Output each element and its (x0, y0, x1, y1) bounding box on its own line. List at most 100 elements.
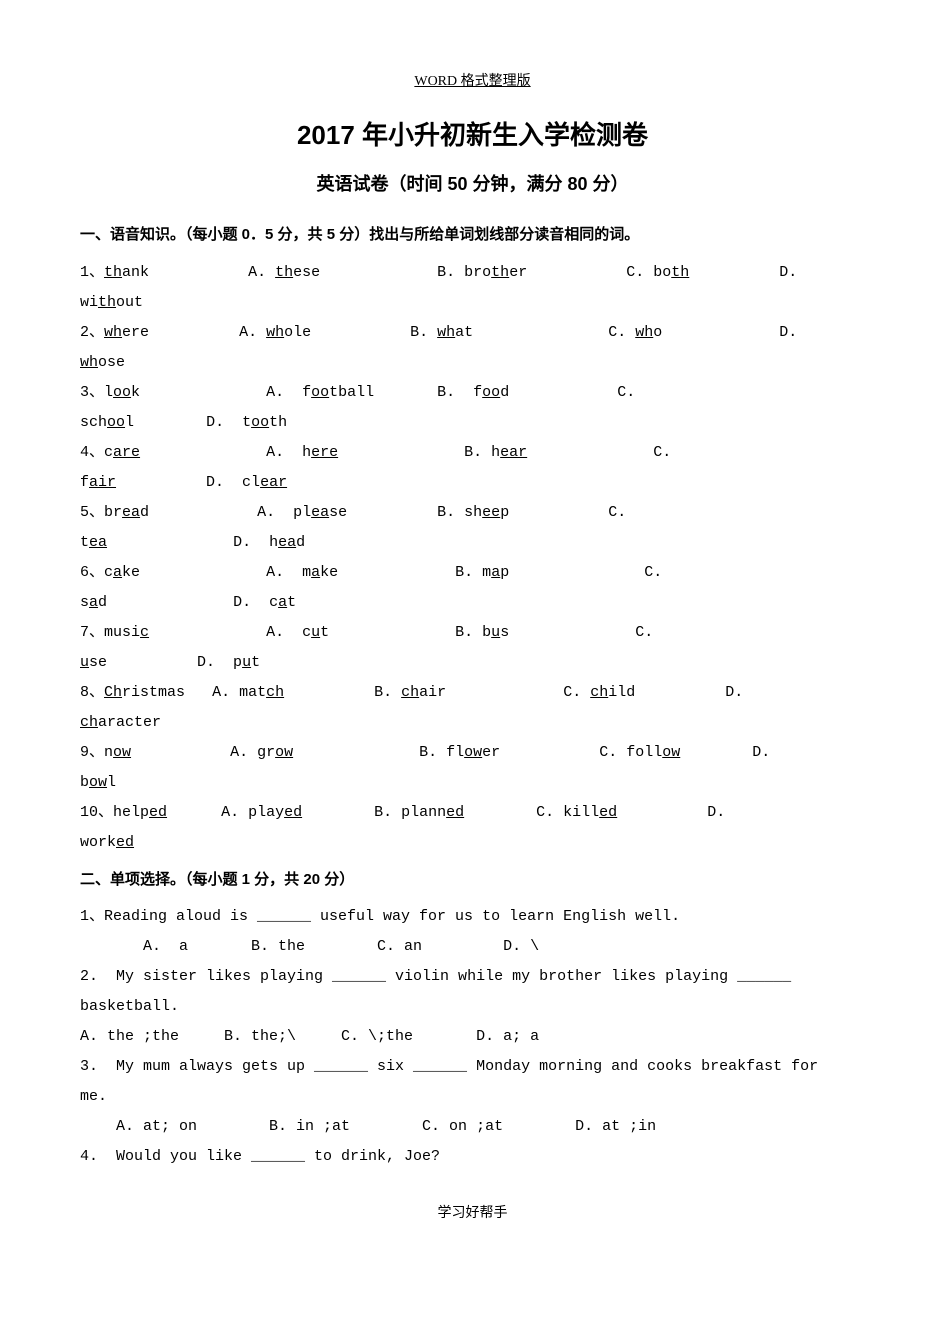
q7-word-u: c (140, 624, 149, 641)
q3c1-u: oo (107, 414, 125, 431)
q1c-u: th (98, 294, 116, 311)
q3c1-a: sch (80, 414, 107, 431)
s1-q6-row: 6、cake A. make B. map C. (80, 558, 865, 588)
page-subtitle: 英语试卷（时间 50 分钟，满分 80 分） (80, 170, 865, 196)
q3-A: A. f (266, 384, 311, 401)
q1c-a: wi (80, 294, 98, 311)
q6c2-u: a (278, 594, 287, 611)
s1-q9-row: 9、now A. grow B. flower C. follow D. (80, 738, 865, 768)
q9-word-u: ow (113, 744, 131, 761)
s1-q7-cont: use D. put (80, 648, 865, 678)
q6-word-r: ke (122, 564, 140, 581)
q8c-u: ch (80, 714, 98, 731)
q10-A: A. play (221, 804, 284, 821)
q10-C-u: ed (599, 804, 617, 821)
q7c2-r: t (251, 654, 260, 671)
s2-q2-l2: basketball. (80, 992, 865, 1022)
q2-A: A. (239, 324, 266, 341)
q2c-u: wh (80, 354, 98, 371)
q6-num: 6、 (80, 564, 104, 581)
s1-q1-row: 1、thank A. these B. brother C. both D. (80, 258, 865, 288)
q8-A: A. mat (212, 684, 266, 701)
q9-word-a: n (104, 744, 113, 761)
q10-word-a: help (113, 804, 149, 821)
q10-D: D. (707, 804, 725, 821)
s1-q4-row: 4、care A. here B. hear C. (80, 438, 865, 468)
s2-q3-l1: 3. My mum always gets up ______ six ____… (80, 1052, 865, 1082)
q4c2: D. cl (206, 474, 260, 491)
q1-A-r: ese (293, 264, 320, 281)
q2-D: D. (779, 324, 797, 341)
q8-word-u: Ch (104, 684, 122, 701)
q9-num: 9、 (80, 744, 104, 761)
q9-B-u: ow (464, 744, 482, 761)
q4c2-u: ear (260, 474, 287, 491)
s2-q3-opts: A. at; on B. in ;at C. on ;at D. at ;in (80, 1112, 865, 1142)
s1-q8-row: 8、Christmas A. match B. chair C. child D… (80, 678, 865, 708)
q1-word-u: th (104, 264, 122, 281)
q8-C: C. (563, 684, 590, 701)
q9-C-u: ow (662, 744, 680, 761)
q8c-r: aracter (98, 714, 161, 731)
q2-C-r: o (653, 324, 662, 341)
q7c1-u: u (80, 654, 89, 671)
section1-heading: 一、语音知识。（每小题 0．5 分，共 5 分）找出与所给单词划线部分读音相同的… (80, 221, 865, 250)
q6-B-r: p (500, 564, 509, 581)
q8-C-u: ch (590, 684, 608, 701)
q6-B: B. m (455, 564, 491, 581)
s1-q1-cont: without (80, 288, 865, 318)
q2-A-u: wh (266, 324, 284, 341)
s1-q8-cont: character (80, 708, 865, 738)
s1-q10-cont: worked (80, 828, 865, 858)
s1-q3-cont: school D. tooth (80, 408, 865, 438)
q1-A: A. (248, 264, 275, 281)
q4-A-u: ere (311, 444, 338, 461)
q1-C-u: th (671, 264, 689, 281)
q2-word-u: wh (104, 324, 122, 341)
q2-A-r: ole (284, 324, 311, 341)
q3-word-r: k (131, 384, 140, 401)
q4c1-a: f (80, 474, 89, 491)
section2-heading: 二、单项选择。（每小题 1 分，共 20 分） (80, 866, 865, 895)
q7-num: 7、 (80, 624, 104, 641)
s2-q1: 1、Reading aloud is ______ useful way for… (80, 902, 865, 932)
s1-q2-row: 2、where A. whole B. what C. who D. (80, 318, 865, 348)
q8-B-u: ch (401, 684, 419, 701)
q7-C: C. (635, 624, 653, 641)
q4-num: 4、 (80, 444, 104, 461)
q10-B-u: ed (446, 804, 464, 821)
s1-q5-cont: tea D. head (80, 528, 865, 558)
q1-C: C. bo (626, 264, 671, 281)
q2-C-u: wh (635, 324, 653, 341)
q6c2-r: t (287, 594, 296, 611)
q9-B-r: er (482, 744, 500, 761)
q5c2-r: d (296, 534, 305, 551)
q4c1-u: air (89, 474, 116, 491)
q6c1-r: d (98, 594, 107, 611)
q6c1-a: s (80, 594, 89, 611)
q7-B-u: u (491, 624, 500, 641)
q9-A-u: ow (275, 744, 293, 761)
q6-word-a: c (104, 564, 113, 581)
q1-num: 1、 (80, 264, 104, 281)
q3c2: D. t (206, 414, 251, 431)
q2-B-u: wh (437, 324, 455, 341)
q5-B-u: ee (482, 504, 500, 521)
s1-q9-cont: bowl (80, 768, 865, 798)
q6-A-r: ke (320, 564, 338, 581)
q10-B: B. plann (374, 804, 446, 821)
q8-num: 8、 (80, 684, 104, 701)
q6-word-u: a (113, 564, 122, 581)
q1c-r: out (116, 294, 143, 311)
s2-q2-l1: 2. My sister likes playing ______ violin… (80, 962, 865, 992)
s1-q5-row: 5、bread A. please B. sheep C. (80, 498, 865, 528)
q3-word-u: oo (113, 384, 131, 401)
q7-word-a: musi (104, 624, 140, 641)
q7c1-r: se (89, 654, 107, 671)
q8-B: B. (374, 684, 401, 701)
s1-q2-cont: whose (80, 348, 865, 378)
q3-B-r: d (500, 384, 509, 401)
s2-q2-opts: A. the ;the B. the;\ C. \;the D. a; a (80, 1022, 865, 1052)
q9c-u: ow (89, 774, 107, 791)
s1-q6-cont: sad D. cat (80, 588, 865, 618)
